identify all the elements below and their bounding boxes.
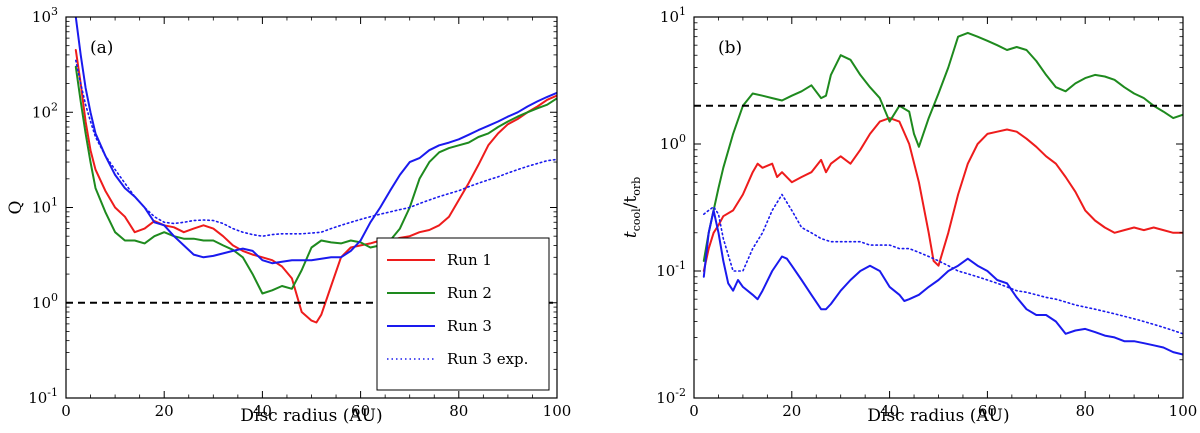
- panel-b-ylabel-sub2: orb: [630, 177, 643, 196]
- y-tick-label: 100: [660, 132, 686, 153]
- x-tick-label: 40: [880, 402, 899, 420]
- panel-a-frame: [65, 16, 558, 399]
- x-tick-label: 80: [1076, 402, 1095, 420]
- panel-a-series: [74, 17, 557, 324]
- panel-a-series-run-3-exp: [75, 59, 557, 237]
- panel-a-ylabel: Q: [6, 201, 26, 215]
- panel-a: 0 20 40 60 80 100 10-1 100 101 102 103 (a) Disc ra…: [6, 5, 571, 426]
- x-tick-label: 40: [253, 402, 272, 420]
- legend-entry-label: Run 3 exp.: [447, 350, 528, 368]
- legend-entry-label: Run 2: [447, 284, 492, 302]
- legend-box: [376, 237, 550, 391]
- x-tick-label: 100: [543, 402, 572, 420]
- panel-b-xlabel: Disc radius (AU): [867, 406, 1009, 426]
- panel-b-ylabel-mid: /t: [621, 196, 641, 209]
- legend-entry-label: Run 3: [447, 317, 492, 335]
- panel-a-series-run-2: [74, 65, 557, 295]
- x-tick-label: 0: [689, 402, 699, 420]
- panel-a-label: (a): [90, 38, 113, 58]
- x-tick-label: 60: [351, 402, 370, 420]
- panel-b-series-run-2: [702, 31, 1183, 262]
- panel-b-series-run-3-exp: [703, 193, 1183, 335]
- panel-b: 0 20 40 60 80 100 10-2 10-1 100 101 (b) Disc radi…: [621, 5, 1197, 426]
- x-tick-label: 0: [61, 402, 71, 420]
- panel-a-legend: Run 1 Run 2 Run 3 Run 3 exp.: [376, 237, 550, 391]
- panel-b-series: [702, 31, 1183, 356]
- x-tick-label: 60: [978, 402, 997, 420]
- x-tick-label: 20: [155, 402, 174, 420]
- panel-b-ylabel: tcool/torb: [621, 177, 643, 238]
- x-tick-label: 80: [449, 402, 468, 420]
- y-tick-label: 10-2: [656, 386, 686, 407]
- legend-entry-label: Run 1: [447, 251, 492, 269]
- y-tick-label: 102: [32, 100, 58, 121]
- panel-a-series-run-1: [74, 49, 557, 324]
- panel-b-series-run-3: [702, 209, 1183, 356]
- y-tick-label: 100: [32, 291, 58, 312]
- panel-b-ylabel-sub1: cool: [630, 208, 643, 231]
- y-tick-label: 103: [32, 5, 58, 26]
- panel-b-frame: [693, 16, 1184, 399]
- panel-a-xlabel: Disc radius (AU): [240, 406, 382, 426]
- panel-b-label: (b): [718, 38, 742, 58]
- y-tick-label: 10-1: [28, 386, 58, 407]
- y-tick-label: 101: [32, 196, 58, 217]
- y-tick-label: 10-1: [656, 259, 686, 280]
- x-tick-label: 20: [782, 402, 801, 420]
- x-tick-label: 100: [1169, 402, 1198, 420]
- panel-b-ticks: 0 20 40 60 80 100 10-2 10-1 100 101: [656, 5, 1197, 420]
- panel-b-series-run-1: [702, 117, 1183, 272]
- y-tick-label: 101: [660, 5, 686, 26]
- panel-b-ylabel-t: t: [621, 231, 641, 238]
